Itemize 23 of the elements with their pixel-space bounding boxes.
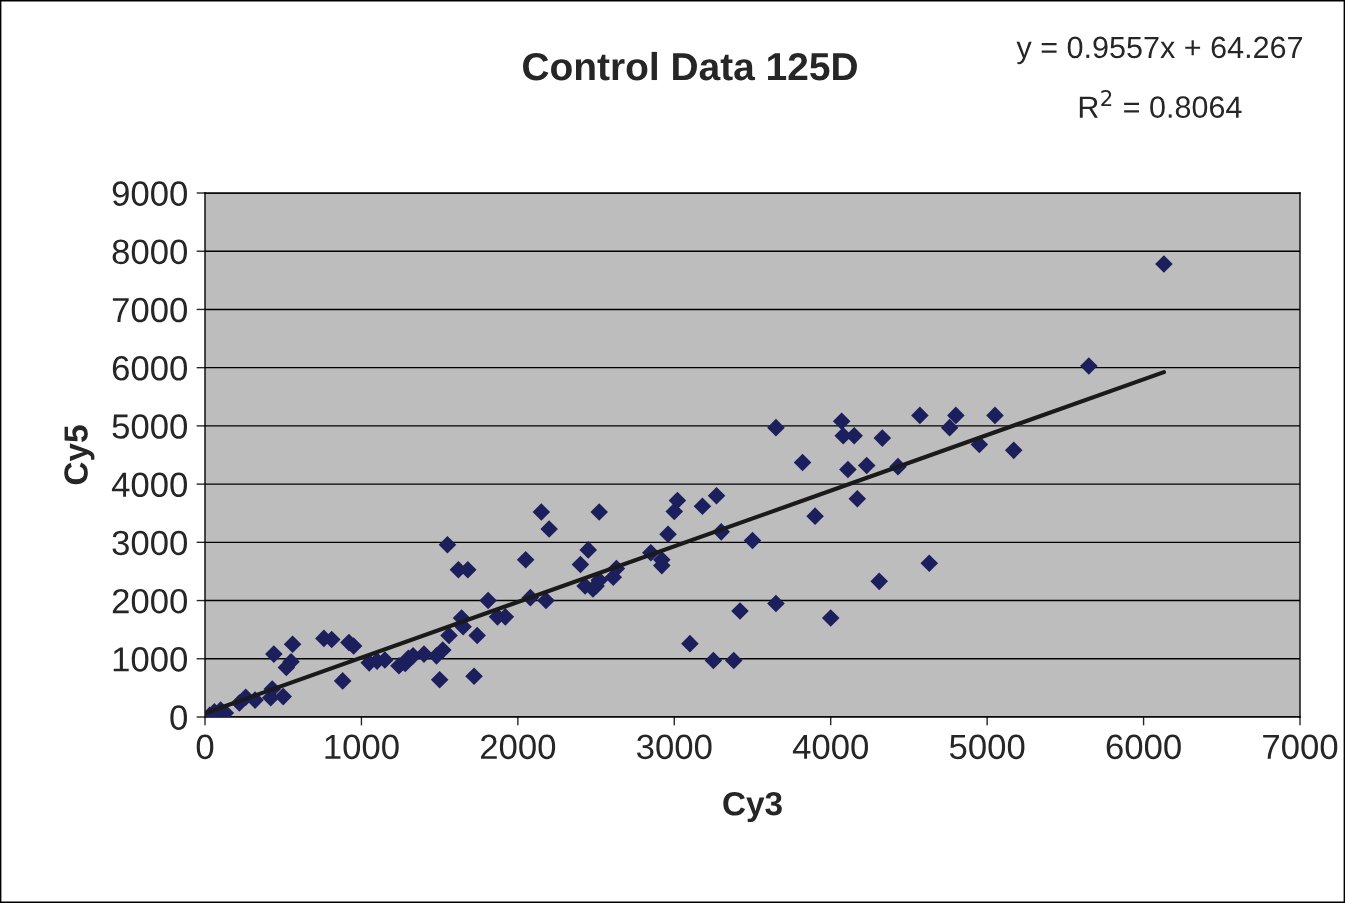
text: R$^{2}$ = 0.8064 — [1079, 90, 1242, 118]
y-tick-label: 9000 — [112, 181, 187, 206]
y-tick-label: 3000 — [112, 530, 187, 556]
x-axis-title: Cy3 — [723, 791, 782, 823]
y-tick-label: 2000 — [112, 588, 187, 614]
y-tick-label: 6000 — [112, 356, 187, 381]
text: y = 0.9557x + 64.267 — [1016, 36, 1303, 65]
x-tick-label: 5000 — [949, 734, 1025, 760]
x-tick-label: 0 — [196, 734, 214, 760]
y-axis-title: Cy5 — [64, 425, 95, 485]
x-tick-label: 2000 — [480, 734, 556, 760]
x-tick-label: 3000 — [636, 734, 712, 760]
y-tick-label: 0 — [170, 705, 187, 730]
chart-title: Control Data 125D — [523, 51, 857, 81]
y-tick-label: 8000 — [112, 239, 187, 265]
x-tick-label: 1000 — [325, 734, 399, 760]
x-tick-label: 6000 — [1106, 734, 1181, 760]
y-tick-label: 5000 — [112, 414, 187, 439]
y-tick-label: 7000 — [112, 297, 187, 323]
x-tick-label: 7000 — [1263, 734, 1338, 760]
x-tick-label: 4000 — [792, 734, 868, 760]
y-tick-label: 1000 — [113, 647, 187, 672]
y-tick-label: 4000 — [111, 472, 187, 498]
